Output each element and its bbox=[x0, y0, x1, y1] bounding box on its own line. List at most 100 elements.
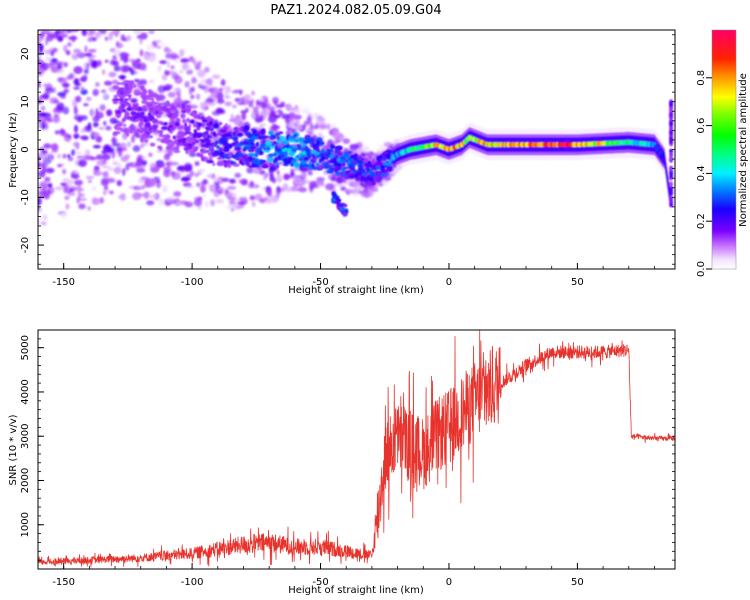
heatmap-cell bbox=[331, 198, 336, 202]
heatmap-cell bbox=[115, 40, 120, 47]
heatmap-cell bbox=[159, 102, 164, 106]
heatmap-cell bbox=[285, 135, 289, 141]
heatmap-cell bbox=[126, 35, 132, 41]
heatmap-cell bbox=[215, 198, 224, 204]
heatmap-cell bbox=[371, 160, 375, 166]
heatmap-cell bbox=[38, 43, 44, 52]
heatmap-cell bbox=[669, 190, 674, 196]
heatmap-cell bbox=[232, 163, 240, 167]
heatmap-cell bbox=[348, 173, 355, 176]
heatmap-cell bbox=[168, 108, 177, 112]
heatmap-cell bbox=[106, 109, 113, 117]
heatmap-cell bbox=[63, 62, 68, 68]
heatmap-cell bbox=[60, 128, 65, 134]
heatmap-cell bbox=[301, 107, 311, 115]
heatmap-cell bbox=[48, 18, 56, 21]
heatmap-cell bbox=[170, 65, 175, 70]
heatmap-cell bbox=[120, 129, 126, 132]
heatmap-cell bbox=[145, 122, 151, 128]
heatmap-cell bbox=[35, 0, 43, 1]
heatmap-cell bbox=[263, 172, 269, 178]
heatmap-cell bbox=[205, 200, 209, 208]
heatmap-cell bbox=[136, 158, 144, 167]
heatmap-cell bbox=[150, 93, 154, 98]
heatmap-cell bbox=[235, 151, 239, 158]
heatmap-cell bbox=[292, 158, 297, 163]
bottom-x-axis-label: Height of straight line (km) bbox=[288, 585, 424, 596]
heatmap-cell bbox=[149, 142, 156, 147]
heatmap-cell bbox=[116, 87, 121, 90]
x-tick-label: -50 bbox=[312, 577, 328, 588]
heatmap-cell bbox=[47, 183, 53, 188]
heatmap-cell bbox=[78, 197, 88, 202]
heatmap-cell bbox=[172, 135, 177, 140]
heatmap-cell bbox=[272, 177, 277, 184]
heatmap-cell bbox=[167, 160, 171, 168]
heatmap-cell bbox=[116, 180, 123, 187]
heatmap-cell bbox=[249, 146, 256, 150]
heatmap-cell bbox=[65, 203, 70, 210]
heatmap-cell bbox=[126, 80, 134, 85]
heatmap-cell bbox=[157, 85, 166, 93]
heatmap-cell bbox=[148, 112, 152, 117]
heatmap-cell bbox=[211, 110, 221, 116]
heatmap-cell bbox=[163, 166, 172, 173]
heatmap-cell bbox=[38, 83, 41, 88]
heatmap-cell bbox=[259, 171, 264, 176]
heatmap-cell bbox=[369, 171, 375, 176]
heatmap-cell bbox=[148, 152, 153, 157]
heatmap-cell bbox=[354, 174, 358, 178]
heatmap-cell bbox=[46, 24, 54, 30]
y-tick-label: 2000 bbox=[20, 468, 31, 493]
heatmap-cell bbox=[61, 19, 70, 25]
heatmap-cell bbox=[63, 83, 70, 88]
heatmap-cell bbox=[235, 118, 240, 124]
colorbar-label: Normalized spectral amplitude bbox=[738, 73, 749, 227]
heatmap-cell bbox=[217, 151, 221, 156]
heatmap-cell bbox=[42, 214, 47, 220]
heatmap-cell bbox=[96, 159, 106, 166]
heatmap-cell bbox=[115, 127, 123, 131]
heatmap-cell bbox=[348, 164, 352, 170]
heatmap-cell bbox=[96, 59, 102, 67]
heatmap-cell bbox=[205, 126, 211, 131]
heatmap-cell bbox=[111, 136, 117, 144]
heatmap-cell bbox=[44, 162, 48, 168]
heatmap-cell bbox=[146, 200, 155, 206]
heatmap-cell bbox=[62, 132, 68, 138]
heatmap-cell bbox=[289, 146, 296, 150]
heatmap-cell bbox=[67, 42, 72, 47]
heatmap-cell bbox=[175, 102, 182, 109]
heatmap-cell bbox=[57, 77, 67, 84]
heatmap-cell bbox=[171, 73, 179, 80]
heatmap-cell bbox=[349, 159, 355, 162]
heatmap-cell bbox=[669, 198, 674, 204]
heatmap-cell bbox=[73, 66, 83, 75]
heatmap-cell bbox=[98, 126, 105, 130]
heatmap-cell bbox=[109, 59, 117, 66]
heatmap-cell bbox=[669, 202, 674, 208]
heatmap-cell bbox=[337, 183, 345, 188]
heatmap-cell bbox=[186, 69, 194, 75]
heatmap-cell bbox=[154, 192, 160, 201]
heatmap-cell bbox=[196, 169, 206, 173]
heatmap-cell bbox=[296, 155, 300, 158]
top-x-axis: -150 -100 -50 0 50 bbox=[37, 263, 655, 288]
heatmap-cell bbox=[87, 37, 93, 43]
heatmap-cell bbox=[363, 157, 369, 164]
heatmap-cell bbox=[201, 119, 208, 123]
heatmap-cell bbox=[130, 98, 138, 104]
heatmap-cell bbox=[163, 121, 168, 126]
heatmap-cell bbox=[368, 164, 374, 168]
heatmap-cell bbox=[191, 141, 196, 145]
heatmap-cell bbox=[279, 150, 283, 156]
heatmap-cell bbox=[144, 139, 149, 143]
heatmap-cell bbox=[92, 197, 101, 206]
heatmap-cell bbox=[38, 170, 46, 178]
heatmap-cell bbox=[48, 62, 55, 69]
heatmap-cell bbox=[108, 71, 117, 78]
heatmap-cell bbox=[304, 147, 310, 150]
heatmap-cell bbox=[352, 155, 356, 159]
heatmap-cell bbox=[57, 0, 65, 3]
heatmap-cell bbox=[113, 14, 122, 19]
